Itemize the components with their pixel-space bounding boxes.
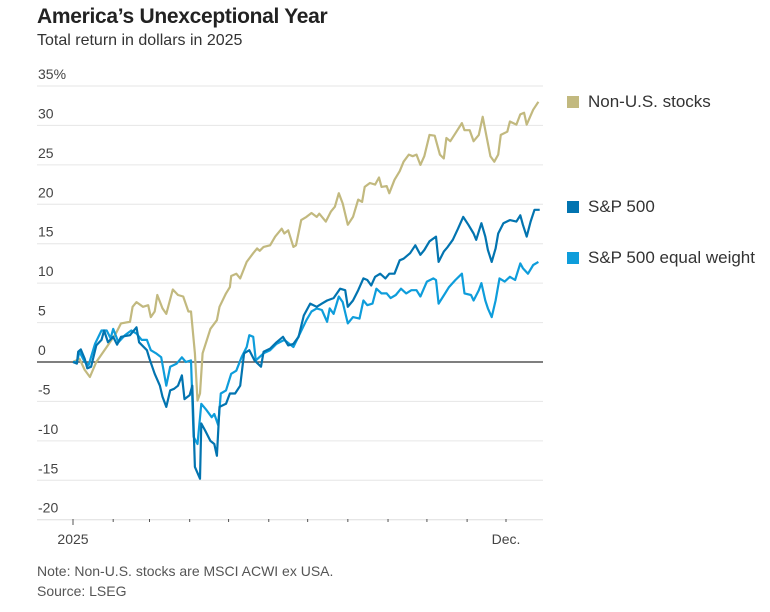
y-tick-label: -5 — [38, 381, 51, 397]
series-line-sp500-equal-weight — [73, 260, 539, 446]
y-tick-label: 20 — [38, 184, 54, 200]
x-tick-label: 2025 — [57, 531, 88, 547]
y-tick-label: 25 — [38, 145, 54, 161]
y-tick-label: 35% — [38, 66, 66, 82]
y-tick-label: 5 — [38, 303, 46, 319]
y-tick-label: 0 — [38, 342, 46, 358]
legend-item-sp500-equal-weight: S&P 500 equal weight — [567, 248, 755, 268]
legend-item-sp500: S&P 500 — [567, 197, 655, 217]
y-tick-label: -10 — [38, 421, 58, 437]
chart-title: America’s Unexceptional Year — [37, 5, 328, 28]
source-note: Source: LSEG — [37, 583, 127, 599]
legend-label: S&P 500 equal weight — [588, 248, 755, 267]
series-line-sp500 — [72, 208, 540, 480]
legend-label: Non-U.S. stocks — [588, 92, 711, 111]
y-tick-label: 30 — [38, 105, 54, 121]
chart-subtitle: Total return in dollars in 2025 — [37, 32, 243, 49]
legend-swatch — [567, 96, 579, 108]
series-line-non-us-stocks — [72, 101, 540, 402]
legend-swatch — [567, 201, 579, 213]
legend-item-non-us-stocks: Non-U.S. stocks — [567, 92, 711, 112]
y-tick-label: 10 — [38, 263, 54, 279]
footnote: Note: Non-U.S. stocks are MSCI ACWI ex U… — [37, 563, 334, 579]
legend-swatch — [567, 252, 579, 264]
y-tick-label: 15 — [38, 224, 54, 240]
x-tick-label: Dec. — [492, 531, 521, 547]
y-tick-label: -20 — [38, 500, 58, 516]
y-tick-label: -15 — [38, 460, 58, 476]
legend-label: S&P 500 — [588, 197, 655, 216]
